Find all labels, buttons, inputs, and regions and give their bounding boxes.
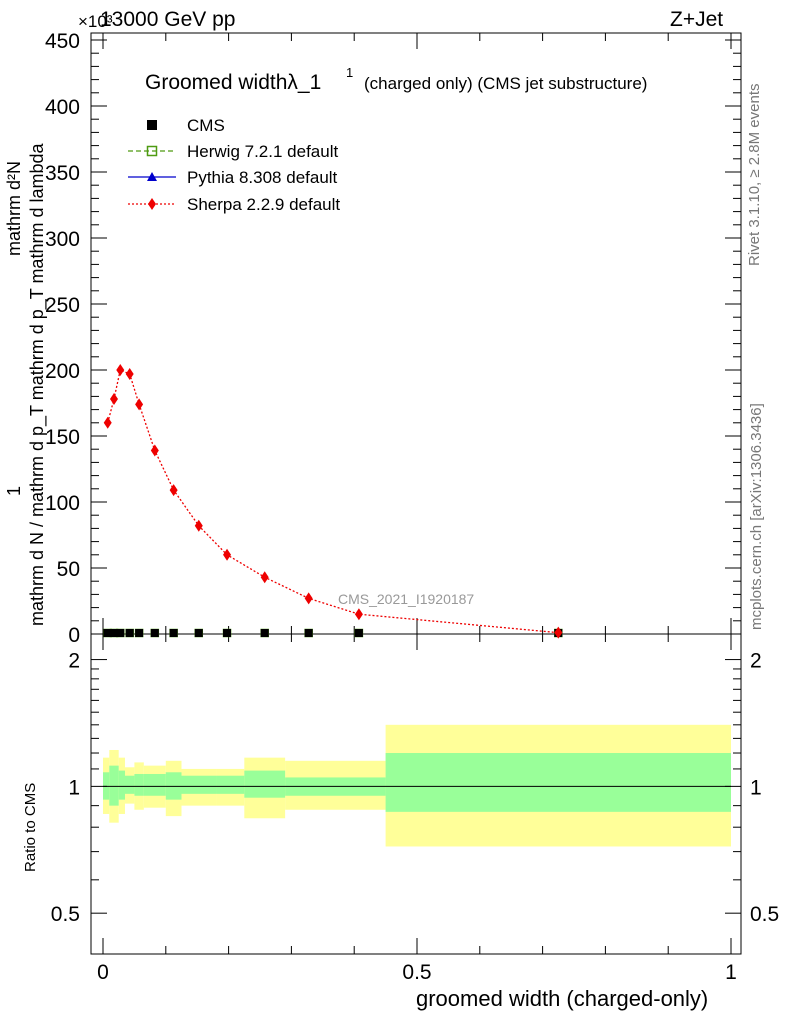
main-series bbox=[103, 364, 563, 639]
ratio-band-inner bbox=[143, 773, 166, 796]
series-point-cms bbox=[135, 629, 144, 637]
legend-label: Pythia 8.308 default bbox=[187, 168, 338, 187]
series-point-cms bbox=[223, 629, 232, 637]
main-ytick-label: 0 bbox=[68, 624, 80, 647]
ratio-band-inner bbox=[216, 775, 245, 794]
legend-marker bbox=[147, 120, 157, 130]
sherpa-point bbox=[109, 393, 118, 406]
xtick-label: 1 bbox=[725, 961, 737, 984]
ratio-ytick-label-left: 1 bbox=[68, 776, 80, 799]
main-ytick-label: 150 bbox=[45, 426, 80, 449]
sherpa-point bbox=[194, 519, 203, 532]
legend-label: CMS bbox=[187, 116, 225, 135]
sherpa-point bbox=[125, 367, 134, 380]
xtick-label: 0 bbox=[97, 961, 109, 984]
chart-title: Groomed widthλ_1 bbox=[145, 71, 321, 94]
series-point-cms bbox=[260, 629, 269, 637]
sherpa-point bbox=[354, 608, 363, 621]
ratio-band-inner bbox=[109, 765, 119, 806]
legend-marker bbox=[148, 198, 156, 210]
series-point-cms bbox=[354, 629, 363, 637]
main-ytick-label: 250 bbox=[45, 294, 80, 317]
series-point-cms bbox=[116, 629, 125, 637]
ratio-ytick-label-left: 2 bbox=[68, 650, 80, 673]
sherpa-point bbox=[169, 484, 178, 497]
ratio-band-inner bbox=[385, 753, 731, 812]
ratio-plot-frame bbox=[90, 633, 742, 955]
ratio-band-inner bbox=[134, 773, 144, 796]
ratio-bands bbox=[103, 724, 731, 847]
sherpa-point bbox=[223, 548, 232, 561]
sherpa-point bbox=[150, 444, 159, 457]
main-ytick-label: 200 bbox=[45, 360, 80, 383]
main-ytick-label: 450 bbox=[45, 30, 80, 53]
series-point-cms bbox=[150, 629, 159, 637]
sherpa-point bbox=[260, 571, 269, 584]
ratio-ytick-label-right: 2 bbox=[750, 650, 762, 673]
scale-exponent-label: ×10³ bbox=[78, 12, 113, 31]
ratio-ytick-label-left: 0.5 bbox=[51, 903, 80, 926]
ratio-ytick-label-right: 1 bbox=[750, 776, 762, 799]
series-point-cms bbox=[103, 629, 112, 637]
series-point-cms bbox=[125, 629, 134, 637]
sherpa-point bbox=[103, 416, 112, 429]
ratio-band-inner bbox=[181, 775, 217, 794]
legend: CMS Herwig 7.2.1 default Pythia 8.308 defa… bbox=[128, 116, 340, 214]
legend-marker bbox=[146, 145, 158, 157]
x-axis-label: groomed width (charged-only) bbox=[416, 986, 709, 1011]
ratio-band-inner bbox=[244, 770, 286, 798]
ratio-band-inner bbox=[124, 775, 135, 794]
series-point-cms bbox=[304, 629, 313, 637]
ratio-ytick-label-right: 0.5 bbox=[750, 903, 779, 926]
legend-label: Herwig 7.2.1 default bbox=[187, 142, 338, 161]
sherpa-line bbox=[107, 369, 559, 634]
sherpa-point bbox=[554, 626, 563, 639]
series-point-cms bbox=[169, 629, 178, 637]
chart-subtitle: (charged only) (CMS jet substructure) bbox=[364, 74, 647, 93]
legend-label: Sherpa 2.2.9 default bbox=[187, 195, 340, 214]
main-ytick-label: 400 bbox=[45, 96, 80, 119]
ratio-band-inner bbox=[118, 770, 125, 800]
series-point-cms bbox=[194, 629, 203, 637]
ratio-axes: 0.5 0.5 1 1 2 2 0 0.5 1 bbox=[51, 33, 779, 984]
legend-marker bbox=[147, 172, 157, 181]
main-ytick-label: 100 bbox=[45, 492, 80, 515]
xtick-label: 0.5 bbox=[402, 961, 431, 984]
sherpa-point bbox=[135, 398, 144, 411]
watermark: CMS_2021_I1920187 bbox=[338, 591, 474, 607]
sherpa-point bbox=[304, 592, 313, 605]
chart-title-superscript: 1 bbox=[346, 65, 353, 80]
main-ytick-label: 300 bbox=[45, 228, 80, 251]
main-ytick-label: 50 bbox=[57, 558, 80, 581]
sherpa-point bbox=[116, 364, 125, 376]
main-ytick-label: 350 bbox=[45, 162, 80, 185]
series-point-cms bbox=[109, 629, 118, 637]
energy-label: 13000 GeV pp bbox=[100, 8, 236, 31]
process-label: Z+Jet bbox=[670, 8, 724, 31]
